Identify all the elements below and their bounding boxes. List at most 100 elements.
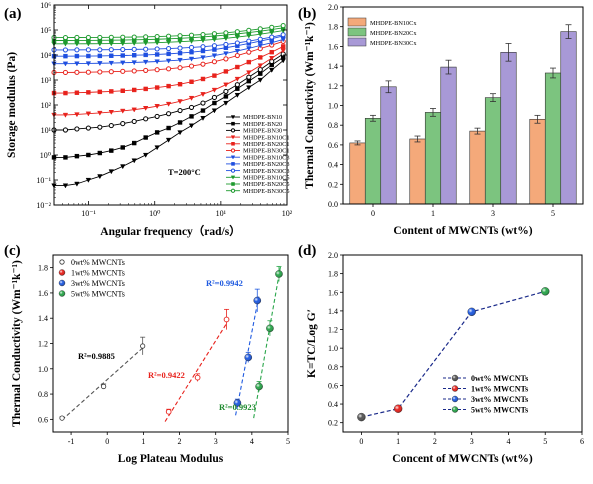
- d-legend-marker-2-shine: [452, 396, 458, 402]
- a-point-1-7: [132, 140, 137, 146]
- b-bar-0-2: [469, 130, 486, 205]
- d-legend-marker-0-shine: [452, 375, 458, 381]
- a-point-8-8: [143, 46, 149, 52]
- d-x-tick-label: 6: [580, 437, 584, 446]
- b-legend-swatch-2: [347, 37, 367, 47]
- a-legend-marker-1: [231, 121, 235, 126]
- a-point-0-6: [120, 164, 126, 170]
- a-y-tick-label: 10⁴: [40, 51, 51, 60]
- c-point-2-0-shine: [233, 399, 241, 407]
- d-legend-marker-0: [451, 374, 459, 382]
- a-x-tick-label: 10⁰: [149, 209, 160, 218]
- a-point-3-12: [188, 95, 195, 101]
- d-x-tick-label: 1: [396, 437, 400, 446]
- a-point-0-3: [85, 177, 92, 183]
- a-point-8-11: [177, 45, 183, 51]
- b-legend-swatch-1: [347, 27, 367, 37]
- a-point-4-3: [86, 90, 91, 95]
- a-point-6-19: [269, 40, 275, 46]
- b-bar-1-1: [424, 112, 442, 205]
- a-point-6-15: [223, 51, 229, 57]
- a-point-11-14: [211, 31, 218, 37]
- b-x-tick-label: 3: [491, 209, 495, 218]
- a-point-4-4: [97, 89, 103, 95]
- d-legend-marker-3-shine: [452, 406, 458, 413]
- b-y-axis-title: Thermal Conductivity (Wm⁻¹k⁻¹): [304, 22, 316, 189]
- a-point-7-6: [120, 53, 125, 58]
- a-point-1-1: [63, 155, 68, 160]
- a-point-7-11: [177, 50, 183, 56]
- a-point-7-9: [154, 52, 160, 57]
- a-point-0-2: [74, 181, 80, 187]
- a-point-5-12: [188, 63, 195, 69]
- a-point-2-14: [211, 94, 218, 101]
- a-point-1-8: [143, 135, 148, 140]
- a-point-8-15: [223, 41, 229, 47]
- a-point-5-2: [74, 69, 80, 75]
- a-legend-label-1: MHDPE-BN20: [243, 121, 282, 128]
- d-point-2: [467, 307, 476, 317]
- panel-d-k-ratio-chart: (d) 0 1 2 3 4 5 6 0.2 0.4 0.6 0.8 1.0 1.2 1.4 1.6 1.8 2.…: [298, 243, 584, 465]
- a-legend-label-0: MHDPE-BN10: [243, 114, 282, 121]
- a-point-1-3: [86, 152, 91, 158]
- c-r2-label-0: R²=0.9885: [78, 351, 115, 361]
- a-point-4-8: [143, 86, 148, 92]
- b-x-tick-label: 5: [551, 209, 555, 218]
- a-point-6-2: [74, 61, 80, 67]
- b-x-axis-title: Content of MWCNTs (wt%): [393, 225, 532, 237]
- c-point-3-0: [255, 382, 263, 391]
- a-point-0-1: [62, 183, 69, 189]
- a-point-3-13: [200, 92, 206, 98]
- a-y-tick-label: 10²: [41, 101, 52, 110]
- b-y-tick-label: 0.2: [328, 180, 338, 189]
- c-legend-label-2: 3wt% MWCNTs: [71, 279, 125, 288]
- a-point-1-2: [74, 153, 80, 159]
- a-point-11-2: [74, 34, 80, 41]
- a-point-3-18: [257, 63, 263, 69]
- a-point-11-9: [154, 33, 160, 40]
- d-legend-marker-2: [451, 395, 459, 403]
- d-x-axis-title: Concent of MWCNTs (wt%): [392, 453, 533, 465]
- a-point-4-5: [109, 89, 114, 94]
- a-point-4-12: [189, 79, 194, 84]
- a-point-3-19: [269, 56, 275, 61]
- a-point-6-8: [142, 59, 149, 65]
- c-fit-line-3: [253, 264, 282, 419]
- c-legend-marker-0: [59, 259, 65, 265]
- a-point-5-3: [85, 69, 91, 75]
- a-point-2-5: [108, 123, 114, 129]
- c-point-3-2: [275, 270, 283, 278]
- a-x-axis-title: Angular frequency（rad/s）: [100, 224, 240, 238]
- c-legend-label-3: 5wt% MWCNTs: [71, 290, 125, 299]
- a-point-11-8: [143, 34, 149, 40]
- d-y-tick-label: 0.4: [328, 400, 338, 409]
- a-point-2-17: [246, 74, 252, 80]
- a-point-1-11: [177, 120, 183, 125]
- a-point-11-17: [246, 27, 252, 33]
- a-point-1-5: [109, 148, 114, 153]
- c-x-axis-title: Log Plateau Modulus: [118, 453, 224, 465]
- a-point-8-12: [188, 44, 195, 51]
- a-point-8-3: [85, 47, 91, 53]
- d-y-tick-label: 0.2: [328, 419, 338, 428]
- a-legend-label-8: MHDPE-BN30C3: [243, 168, 290, 175]
- d-legend-label-1: 1wt% MWCNTs: [471, 385, 528, 394]
- a-legend-marker-4: [231, 142, 235, 146]
- a-point-6-9: [154, 59, 160, 65]
- a-point-6-5: [108, 60, 115, 66]
- d-y-tick-label: 2.0: [328, 251, 338, 260]
- panel-c-letter: (c): [4, 243, 21, 259]
- a-point-8-10: [166, 45, 172, 52]
- a-point-2-1: [62, 127, 69, 133]
- a-point-11-19: [269, 24, 275, 30]
- a-point-11-15: [223, 30, 229, 36]
- a-point-0-16: [234, 92, 241, 98]
- a-point-11-16: [234, 29, 240, 35]
- c-x-tick-label: 0: [105, 437, 109, 446]
- a-point-8-18: [257, 36, 263, 42]
- a-legend-label-5: MHDPE-BN30C1: [243, 148, 290, 155]
- a-point-11-3: [85, 34, 91, 41]
- a-point-4-6: [120, 88, 125, 93]
- c-x-tick-label: 1: [141, 437, 145, 446]
